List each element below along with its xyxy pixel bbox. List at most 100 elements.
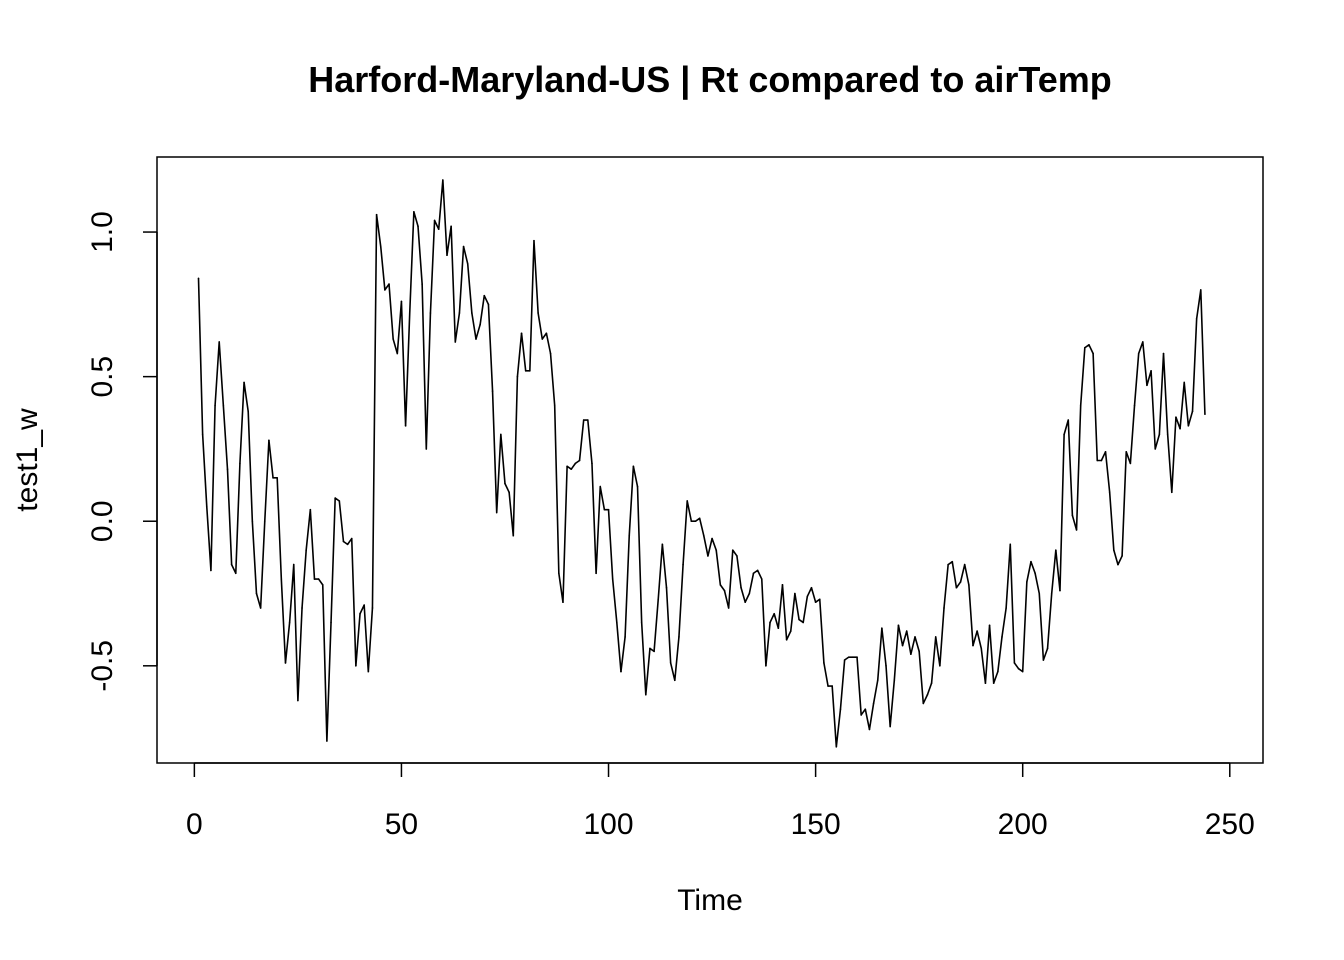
data-point xyxy=(1050,592,1053,595)
data-point xyxy=(1146,384,1148,387)
data-point xyxy=(789,630,792,632)
data-point xyxy=(301,607,303,609)
data-point xyxy=(210,569,212,572)
data-point xyxy=(520,332,523,335)
data-point xyxy=(1104,451,1107,453)
data-point xyxy=(487,303,490,306)
data-point xyxy=(934,636,937,638)
data-point xyxy=(785,638,788,641)
data-point xyxy=(599,485,602,488)
data-point xyxy=(1030,560,1032,563)
data-point xyxy=(686,500,689,502)
data-point xyxy=(450,225,452,228)
data-point xyxy=(321,584,324,586)
x-axis-label: Time xyxy=(677,884,743,917)
data-point xyxy=(1013,662,1016,664)
data-point xyxy=(645,693,647,696)
data-point xyxy=(810,586,813,589)
data-point xyxy=(814,601,817,603)
data-point xyxy=(1179,427,1181,430)
data-point xyxy=(574,462,577,465)
data-point xyxy=(570,468,573,470)
data-point xyxy=(976,630,978,632)
data-point xyxy=(914,636,916,638)
data-point xyxy=(516,375,519,378)
data-point xyxy=(657,598,660,601)
data-point xyxy=(226,468,229,470)
data-point xyxy=(491,390,494,392)
data-point xyxy=(524,370,527,372)
data-point xyxy=(222,404,225,407)
data-point xyxy=(338,500,341,502)
data-point xyxy=(512,534,515,537)
data-point xyxy=(462,245,465,248)
data-point xyxy=(205,505,208,508)
data-point xyxy=(359,612,361,615)
data-point xyxy=(529,370,531,372)
data-point xyxy=(889,725,891,728)
data-point xyxy=(305,549,307,551)
data-point xyxy=(607,508,610,511)
data-point xyxy=(1175,416,1177,418)
data-point xyxy=(773,612,775,615)
data-point xyxy=(392,338,394,340)
data-point xyxy=(259,607,262,609)
data-point xyxy=(1166,433,1169,436)
chart-title: Harford-Maryland-US | Rt compared to air… xyxy=(308,59,1112,101)
data-point xyxy=(760,578,763,580)
data-point xyxy=(665,586,668,589)
data-point xyxy=(388,283,390,285)
data-point xyxy=(823,662,825,664)
data-point xyxy=(794,592,796,595)
data-point xyxy=(1187,425,1190,427)
data-point xyxy=(1009,543,1012,546)
x-tick-label: 100 xyxy=(583,808,633,841)
data-point xyxy=(234,572,237,575)
data-point xyxy=(500,433,502,436)
y-tick-label: 0.0 xyxy=(86,500,119,542)
data-point xyxy=(955,586,958,589)
data-point xyxy=(876,679,879,682)
data-point xyxy=(640,621,643,624)
data-point xyxy=(1092,352,1094,355)
data-point xyxy=(541,338,544,340)
data-point xyxy=(342,540,345,543)
data-point xyxy=(251,520,254,523)
data-point xyxy=(802,621,804,624)
data-point xyxy=(1075,529,1078,531)
data-point xyxy=(1067,419,1070,421)
data-point xyxy=(939,665,941,667)
data-point xyxy=(707,555,709,557)
data-point xyxy=(479,323,481,326)
data-point xyxy=(458,312,461,314)
data-point xyxy=(756,569,759,572)
data-point xyxy=(843,659,846,661)
data-point xyxy=(984,682,987,684)
data-point xyxy=(1125,451,1128,453)
data-point xyxy=(620,670,622,673)
data-point xyxy=(963,563,966,566)
data-point xyxy=(330,621,332,624)
data-point xyxy=(466,263,469,265)
data-point xyxy=(682,563,684,566)
data-point xyxy=(748,592,751,595)
data-point xyxy=(1046,647,1049,650)
data-point xyxy=(396,352,399,355)
data-point xyxy=(297,699,299,702)
data-point xyxy=(719,584,722,586)
data-point xyxy=(1088,344,1090,346)
data-point xyxy=(1038,592,1041,595)
data-point xyxy=(1026,581,1028,583)
data-point xyxy=(922,702,925,705)
data-point xyxy=(400,300,403,303)
data-point xyxy=(363,604,365,606)
data-point xyxy=(690,520,693,523)
data-point xyxy=(901,644,904,647)
data-point xyxy=(893,679,896,682)
data-point xyxy=(417,225,419,228)
x-tick-label: 0 xyxy=(186,808,203,841)
data-point xyxy=(864,708,867,710)
data-point xyxy=(483,294,486,297)
data-point xyxy=(558,572,560,575)
